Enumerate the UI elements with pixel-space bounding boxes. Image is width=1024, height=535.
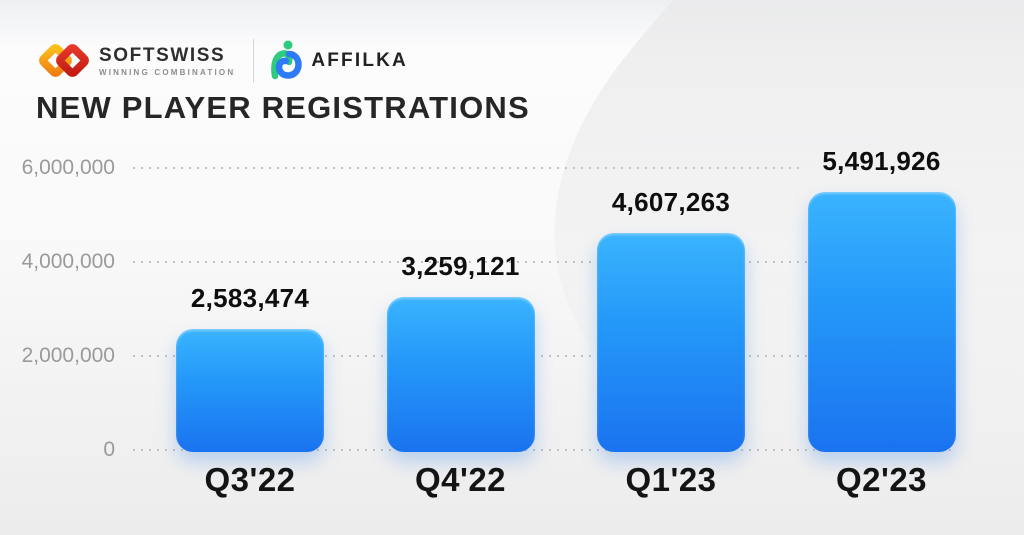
softswiss-tagline: WINNING COMBINATION [99,67,236,77]
bar-value-label: 3,259,121 [401,251,520,281]
bar-Q3'22 [176,329,324,452]
affilka-name: AFFILKA [311,50,408,71]
gridline [133,449,957,451]
gridline [133,355,957,357]
y-axis-tick-label: 2,000,000 [21,344,115,367]
bar-value-label: 5,491,926 [822,146,941,176]
x-axis-category-label: Q4'22 [414,461,507,498]
logo-divider [253,39,255,83]
x-axis-category-label: Q1'23 [625,461,717,498]
bar-Q4'22 [386,297,535,452]
y-axis-tick-label: 0 [103,438,115,461]
bar-value-label: 4,607,263 [611,187,731,217]
affilka-logo-icon [271,40,303,80]
page-title: NEW PLAYER REGISTRATIONS [36,90,530,125]
softswiss-logo: SOFTSWISS WINNING COMBINATION [38,43,235,79]
softswiss-logo-icon [39,44,89,77]
x-axis-category-label: Q3'22 [204,461,296,498]
softswiss-logo-text: SOFTSWISS WINNING COMBINATION [99,44,236,77]
gridline [133,261,957,263]
bar-Q2'23 [807,192,956,452]
gridline [133,167,805,169]
y-axis-tick-label: 6,000,000 [21,156,115,179]
affilka-logo: AFFILKA [270,40,408,82]
y-axis-tick-label: 4,000,000 [21,250,115,273]
bar-value-label: 2,583,474 [190,283,310,313]
bar-Q1'23 [597,233,745,452]
header-logo-bar: SOFTSWISS WINNING COMBINATION AFFILKA [38,38,408,84]
x-axis-category-label: Q2'23 [835,461,928,498]
softswiss-name: SOFTSWISS [99,44,226,66]
